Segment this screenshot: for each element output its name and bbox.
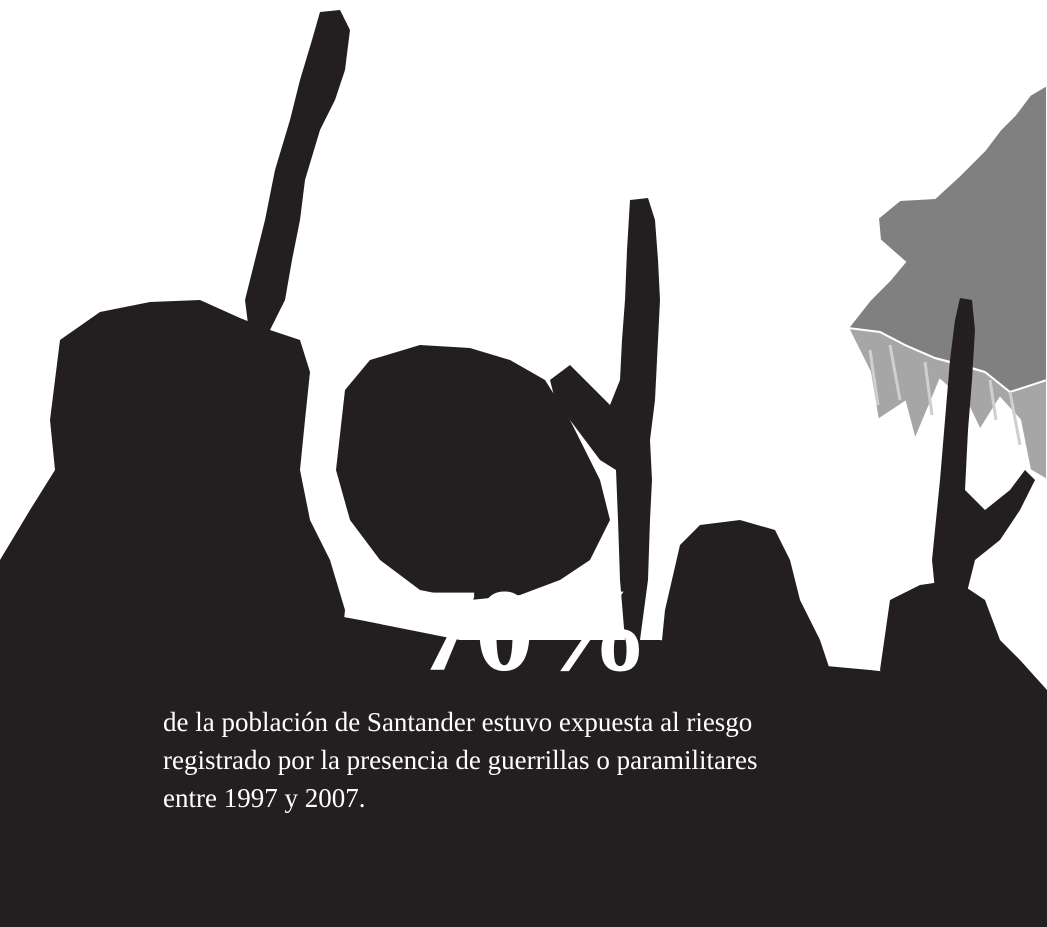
armed-silhouettes (0, 10, 1047, 927)
middle-rifle-silhouette (550, 198, 660, 640)
middle-figure-silhouette (336, 345, 610, 600)
map-extrusion-lines (868, 344, 1022, 446)
stat-percentage: 70% (418, 565, 650, 696)
santander-map-illustration (846, 83, 1047, 482)
left-rifle-silhouette (245, 10, 350, 340)
right-rifle-silhouette (932, 298, 1035, 630)
caption-line-2: registrado por la presencia de guerrilla… (163, 745, 758, 775)
stat-caption: de la población de Santander estuvo expu… (163, 703, 883, 817)
map-top-surface (846, 83, 1047, 394)
caption-line-1: de la población de Santander estuvo expu… (163, 707, 753, 737)
crowd-base-silhouette (0, 580, 1047, 927)
caption-line-3: entre 1997 y 2007. (163, 783, 366, 813)
